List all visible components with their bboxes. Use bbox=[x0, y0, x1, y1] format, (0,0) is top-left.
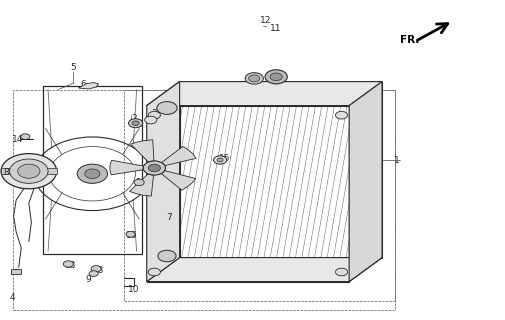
Polygon shape bbox=[130, 140, 154, 162]
Circle shape bbox=[148, 111, 160, 119]
Text: 15: 15 bbox=[219, 154, 230, 163]
Polygon shape bbox=[110, 160, 143, 175]
Circle shape bbox=[10, 159, 48, 183]
Circle shape bbox=[144, 116, 157, 124]
Circle shape bbox=[18, 164, 40, 178]
Polygon shape bbox=[146, 82, 179, 282]
Text: 14: 14 bbox=[12, 135, 23, 144]
Polygon shape bbox=[78, 83, 98, 89]
Text: 11: 11 bbox=[270, 24, 281, 33]
Circle shape bbox=[126, 231, 135, 237]
Circle shape bbox=[213, 156, 226, 164]
Circle shape bbox=[91, 266, 101, 272]
Polygon shape bbox=[146, 258, 381, 282]
Circle shape bbox=[148, 164, 160, 172]
Text: 13: 13 bbox=[65, 261, 76, 270]
Circle shape bbox=[132, 121, 139, 125]
Text: 8: 8 bbox=[4, 168, 10, 177]
Circle shape bbox=[217, 158, 223, 162]
Circle shape bbox=[84, 169, 99, 179]
Polygon shape bbox=[146, 82, 381, 106]
Circle shape bbox=[148, 268, 160, 276]
Circle shape bbox=[1, 154, 57, 189]
Circle shape bbox=[63, 261, 73, 267]
Text: 3: 3 bbox=[151, 109, 157, 118]
Text: 2: 2 bbox=[131, 114, 137, 123]
Text: 1: 1 bbox=[393, 156, 399, 164]
Polygon shape bbox=[348, 82, 381, 282]
Circle shape bbox=[157, 101, 177, 114]
Circle shape bbox=[143, 161, 165, 175]
Text: 5: 5 bbox=[70, 63, 76, 72]
Circle shape bbox=[248, 75, 259, 82]
Circle shape bbox=[335, 111, 347, 119]
Circle shape bbox=[134, 179, 144, 186]
Polygon shape bbox=[1, 168, 57, 174]
Polygon shape bbox=[161, 171, 195, 190]
Text: 12: 12 bbox=[260, 16, 271, 25]
Circle shape bbox=[244, 73, 263, 84]
Circle shape bbox=[335, 268, 347, 276]
Text: 6: 6 bbox=[80, 80, 86, 89]
Text: 9: 9 bbox=[85, 276, 91, 284]
Text: 4: 4 bbox=[10, 293, 16, 302]
Polygon shape bbox=[161, 147, 196, 165]
Polygon shape bbox=[11, 269, 21, 274]
Circle shape bbox=[270, 73, 282, 81]
Text: FR.: FR. bbox=[399, 35, 418, 45]
Text: 13: 13 bbox=[93, 266, 104, 275]
Text: 7: 7 bbox=[166, 213, 172, 222]
Circle shape bbox=[77, 164, 107, 183]
Circle shape bbox=[89, 271, 98, 276]
Circle shape bbox=[265, 70, 287, 84]
Text: 16: 16 bbox=[126, 231, 137, 240]
Text: 10: 10 bbox=[128, 285, 139, 294]
Text: 13: 13 bbox=[136, 178, 147, 187]
Circle shape bbox=[21, 134, 30, 140]
Circle shape bbox=[128, 119, 142, 128]
Circle shape bbox=[158, 250, 176, 262]
Polygon shape bbox=[129, 174, 153, 196]
